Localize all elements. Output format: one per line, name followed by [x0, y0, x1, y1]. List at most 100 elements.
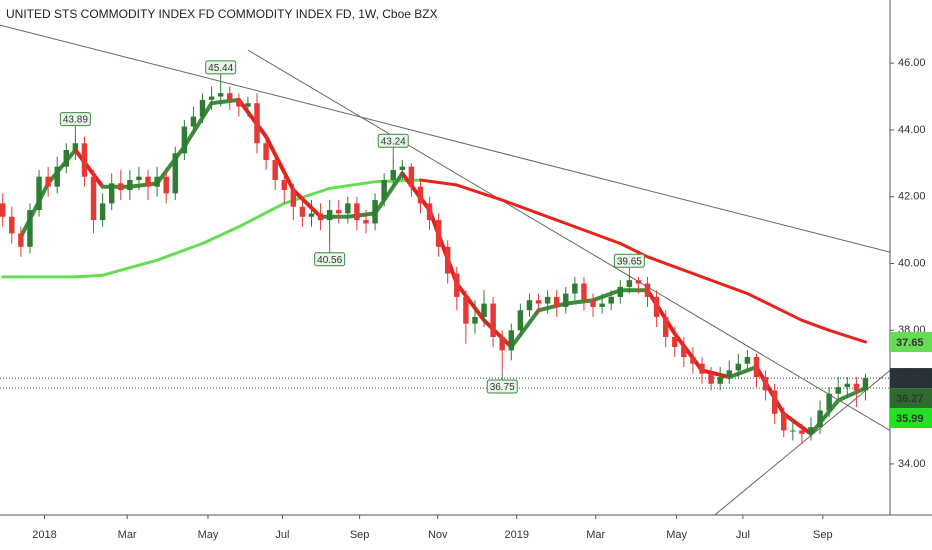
moving-average-segment [745, 292, 804, 322]
candle-body [644, 283, 651, 297]
candle-body [699, 363, 705, 374]
moving-average-segment [264, 134, 296, 193]
candle-body [735, 363, 742, 371]
candle-body [599, 303, 605, 307]
candle-body [108, 183, 115, 204]
candle-body [853, 383, 860, 391]
moving-average-segment [345, 211, 378, 219]
candle-body [399, 166, 406, 170]
trend-line [247, 49, 891, 431]
moving-average-segment [700, 368, 732, 380]
candle-body [762, 377, 769, 391]
candle-body [199, 99, 206, 117]
moving-average-segment [328, 180, 377, 190]
candle-body [563, 293, 569, 307]
annotation-label: 40.56 [317, 255, 342, 266]
candle-body [808, 427, 814, 434]
moving-average-segment [536, 301, 568, 313]
x-tick-label: 2018 [32, 529, 56, 541]
candle-body [145, 176, 151, 187]
candle-body [435, 220, 442, 247]
candle-body [753, 357, 760, 378]
annotation-box [613, 253, 645, 268]
candle-body [245, 103, 251, 107]
price-label: 35.99 [896, 413, 924, 425]
candle-body [781, 413, 787, 431]
moving-average-segment [645, 288, 677, 336]
x-tick-label: May [198, 529, 219, 541]
annotation-box [205, 60, 237, 75]
candle-body [508, 330, 515, 351]
annotation-box [59, 112, 91, 127]
candle-body [417, 186, 424, 204]
candle-body [263, 143, 269, 160]
x-tick-label: 2019 [505, 529, 529, 541]
candle-body [426, 203, 433, 221]
candle-body [626, 280, 633, 287]
candle-body [445, 246, 451, 274]
moving-average-segment [800, 318, 831, 332]
candle-body [27, 210, 33, 247]
candle-body [99, 203, 106, 221]
price-label: 36.27 [896, 393, 924, 405]
candle-body [844, 383, 851, 388]
candle-body [717, 377, 723, 384]
candle-body [726, 370, 732, 378]
price-label-box [890, 408, 932, 429]
moving-average-segment [509, 308, 541, 350]
candle-body [490, 303, 496, 337]
trend-line [0, 24, 891, 253]
moving-average-segment [155, 241, 205, 262]
candle-body [481, 303, 487, 317]
x-tick-label: Mar [118, 529, 137, 541]
annotation-box [377, 133, 409, 148]
price-label-box [890, 331, 932, 352]
candle-body [154, 176, 160, 187]
moving-average-segment [237, 201, 286, 229]
candle-body [581, 283, 587, 301]
moving-average-segment [373, 171, 405, 216]
annotation-label: 45.44 [208, 63, 233, 74]
candle-body [354, 203, 360, 221]
moving-average-segment [209, 97, 241, 106]
candle-body [617, 286, 623, 297]
candle-body [54, 166, 60, 187]
candle-body [63, 149, 70, 167]
candle-body [590, 300, 596, 307]
candle-body [835, 387, 841, 394]
moving-average-segment [573, 225, 622, 245]
moving-average-segment [808, 398, 841, 436]
candle-body [526, 300, 533, 311]
moving-average-segment [563, 298, 596, 306]
annotation-box [486, 379, 518, 394]
moving-average-segment [155, 144, 187, 186]
price-label-box [890, 368, 932, 389]
candle-body [345, 203, 351, 214]
candle-body [36, 176, 42, 211]
candle-body [799, 430, 805, 434]
y-tick-label: 46.00 [898, 57, 926, 69]
x-tick-label: Mar [586, 529, 605, 541]
moving-average-segment [646, 255, 704, 279]
x-tick-label: Sep [350, 529, 370, 541]
candle-body [544, 296, 551, 304]
candle-body [390, 169, 396, 181]
candle-body [653, 296, 660, 317]
candle-body [299, 206, 306, 217]
x-tick-label: Nov [428, 529, 448, 541]
candle-body [372, 200, 378, 224]
x-tick-label: Jul [736, 529, 750, 541]
moving-average-segment [236, 97, 269, 139]
candle-body [463, 296, 469, 324]
moving-average-segment [500, 198, 541, 215]
price-label-box [890, 388, 932, 409]
candle-body [272, 159, 278, 181]
moving-average-segment [101, 258, 159, 277]
moving-average-segment [201, 225, 241, 245]
candle-body [127, 180, 133, 191]
candle-body [363, 220, 369, 224]
candle-body [826, 393, 832, 411]
